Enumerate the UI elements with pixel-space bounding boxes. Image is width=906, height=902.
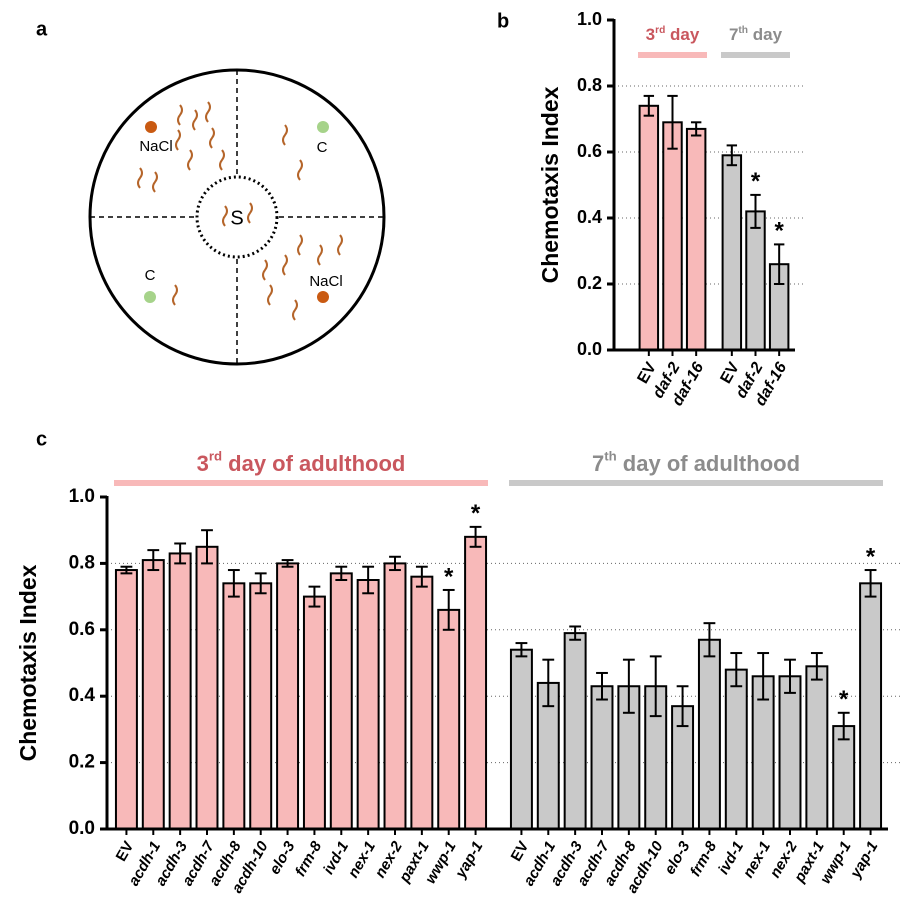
bar xyxy=(250,583,271,829)
significance-mark: * xyxy=(839,686,849,713)
bar xyxy=(640,106,658,350)
series-label: 3rd day of adulthood xyxy=(197,449,406,476)
y-axis-label: Chemotaxis Index xyxy=(537,86,563,283)
bar xyxy=(511,650,532,829)
series-label: 3rd day xyxy=(646,25,700,45)
x-tick-label: EV xyxy=(508,838,533,864)
y-tick-label: 0.8 xyxy=(577,75,602,95)
figure: a b c NaCl C C NaCl S 0.0 0.2 0.4 0.6 0.8 1.0… xyxy=(0,0,906,902)
y-tick-label: 0.2 xyxy=(69,752,95,773)
bar xyxy=(385,563,406,829)
significance-mark: * xyxy=(751,168,761,195)
bar xyxy=(411,577,432,829)
start-label: S xyxy=(230,207,243,229)
bar xyxy=(197,547,218,829)
x-tick-label: yap-1 xyxy=(452,838,487,881)
x-tick-label: yap-1 xyxy=(847,838,882,881)
bar xyxy=(806,666,827,829)
y-tick-label: 0.4 xyxy=(577,207,602,227)
panel-label: a xyxy=(36,18,48,40)
panel-label: b xyxy=(497,10,509,32)
bar xyxy=(438,610,459,829)
bar xyxy=(170,553,191,829)
bar xyxy=(860,583,881,829)
series-label: 7th day xyxy=(729,25,783,45)
spot-label: NaCl xyxy=(139,138,172,155)
nacl-spot xyxy=(317,291,329,303)
bar xyxy=(304,597,325,829)
y-tick-label: 1.0 xyxy=(69,486,95,507)
y-tick-label: 1.0 xyxy=(577,9,602,29)
x-tick-label: frm-8 xyxy=(687,838,721,880)
significance-mark: * xyxy=(866,543,876,570)
y-tick-label: 0.4 xyxy=(69,685,96,706)
significance-mark: * xyxy=(774,218,784,245)
y-tick-label: 0.0 xyxy=(577,339,602,359)
bar xyxy=(358,580,379,829)
bar xyxy=(223,583,244,829)
control-spot xyxy=(144,291,156,303)
bar xyxy=(746,211,764,350)
bar xyxy=(331,573,352,829)
series-label: 7th day of adulthood xyxy=(592,449,800,476)
assay-plate: NaCl C C NaCl S xyxy=(90,70,384,364)
bar xyxy=(143,560,164,829)
nacl-spot xyxy=(145,121,157,133)
bar xyxy=(723,155,741,350)
bar xyxy=(699,640,720,829)
control-spot xyxy=(317,121,329,133)
bar xyxy=(663,122,681,350)
spot-label: NaCl xyxy=(309,273,342,290)
bar xyxy=(565,633,586,829)
y-tick-label: 0.6 xyxy=(69,619,95,640)
panel-label: c xyxy=(36,428,47,450)
bar xyxy=(687,129,705,350)
bar xyxy=(726,670,747,829)
bar xyxy=(833,726,854,829)
x-tick-label: frm-8 xyxy=(292,838,326,880)
spot-label: C xyxy=(145,267,156,284)
bar xyxy=(465,537,486,829)
y-tick-label: 0.8 xyxy=(69,552,95,573)
y-tick-label: 0.0 xyxy=(69,818,95,839)
page: a b c NaCl C C NaCl S 0.0 0.2 0.4 0.6 0.8 1.0… xyxy=(0,0,906,902)
bar xyxy=(116,570,137,829)
significance-mark: * xyxy=(444,563,454,590)
y-axis-label: Chemotaxis Index xyxy=(15,564,41,761)
bar xyxy=(277,563,298,829)
significance-mark: * xyxy=(471,500,481,527)
x-tick-label: EV xyxy=(113,838,138,864)
y-tick-label: 0.2 xyxy=(577,273,602,293)
spot-label: C xyxy=(317,139,328,156)
bar xyxy=(592,686,613,829)
y-tick-label: 0.6 xyxy=(577,141,602,161)
bar xyxy=(780,676,801,829)
